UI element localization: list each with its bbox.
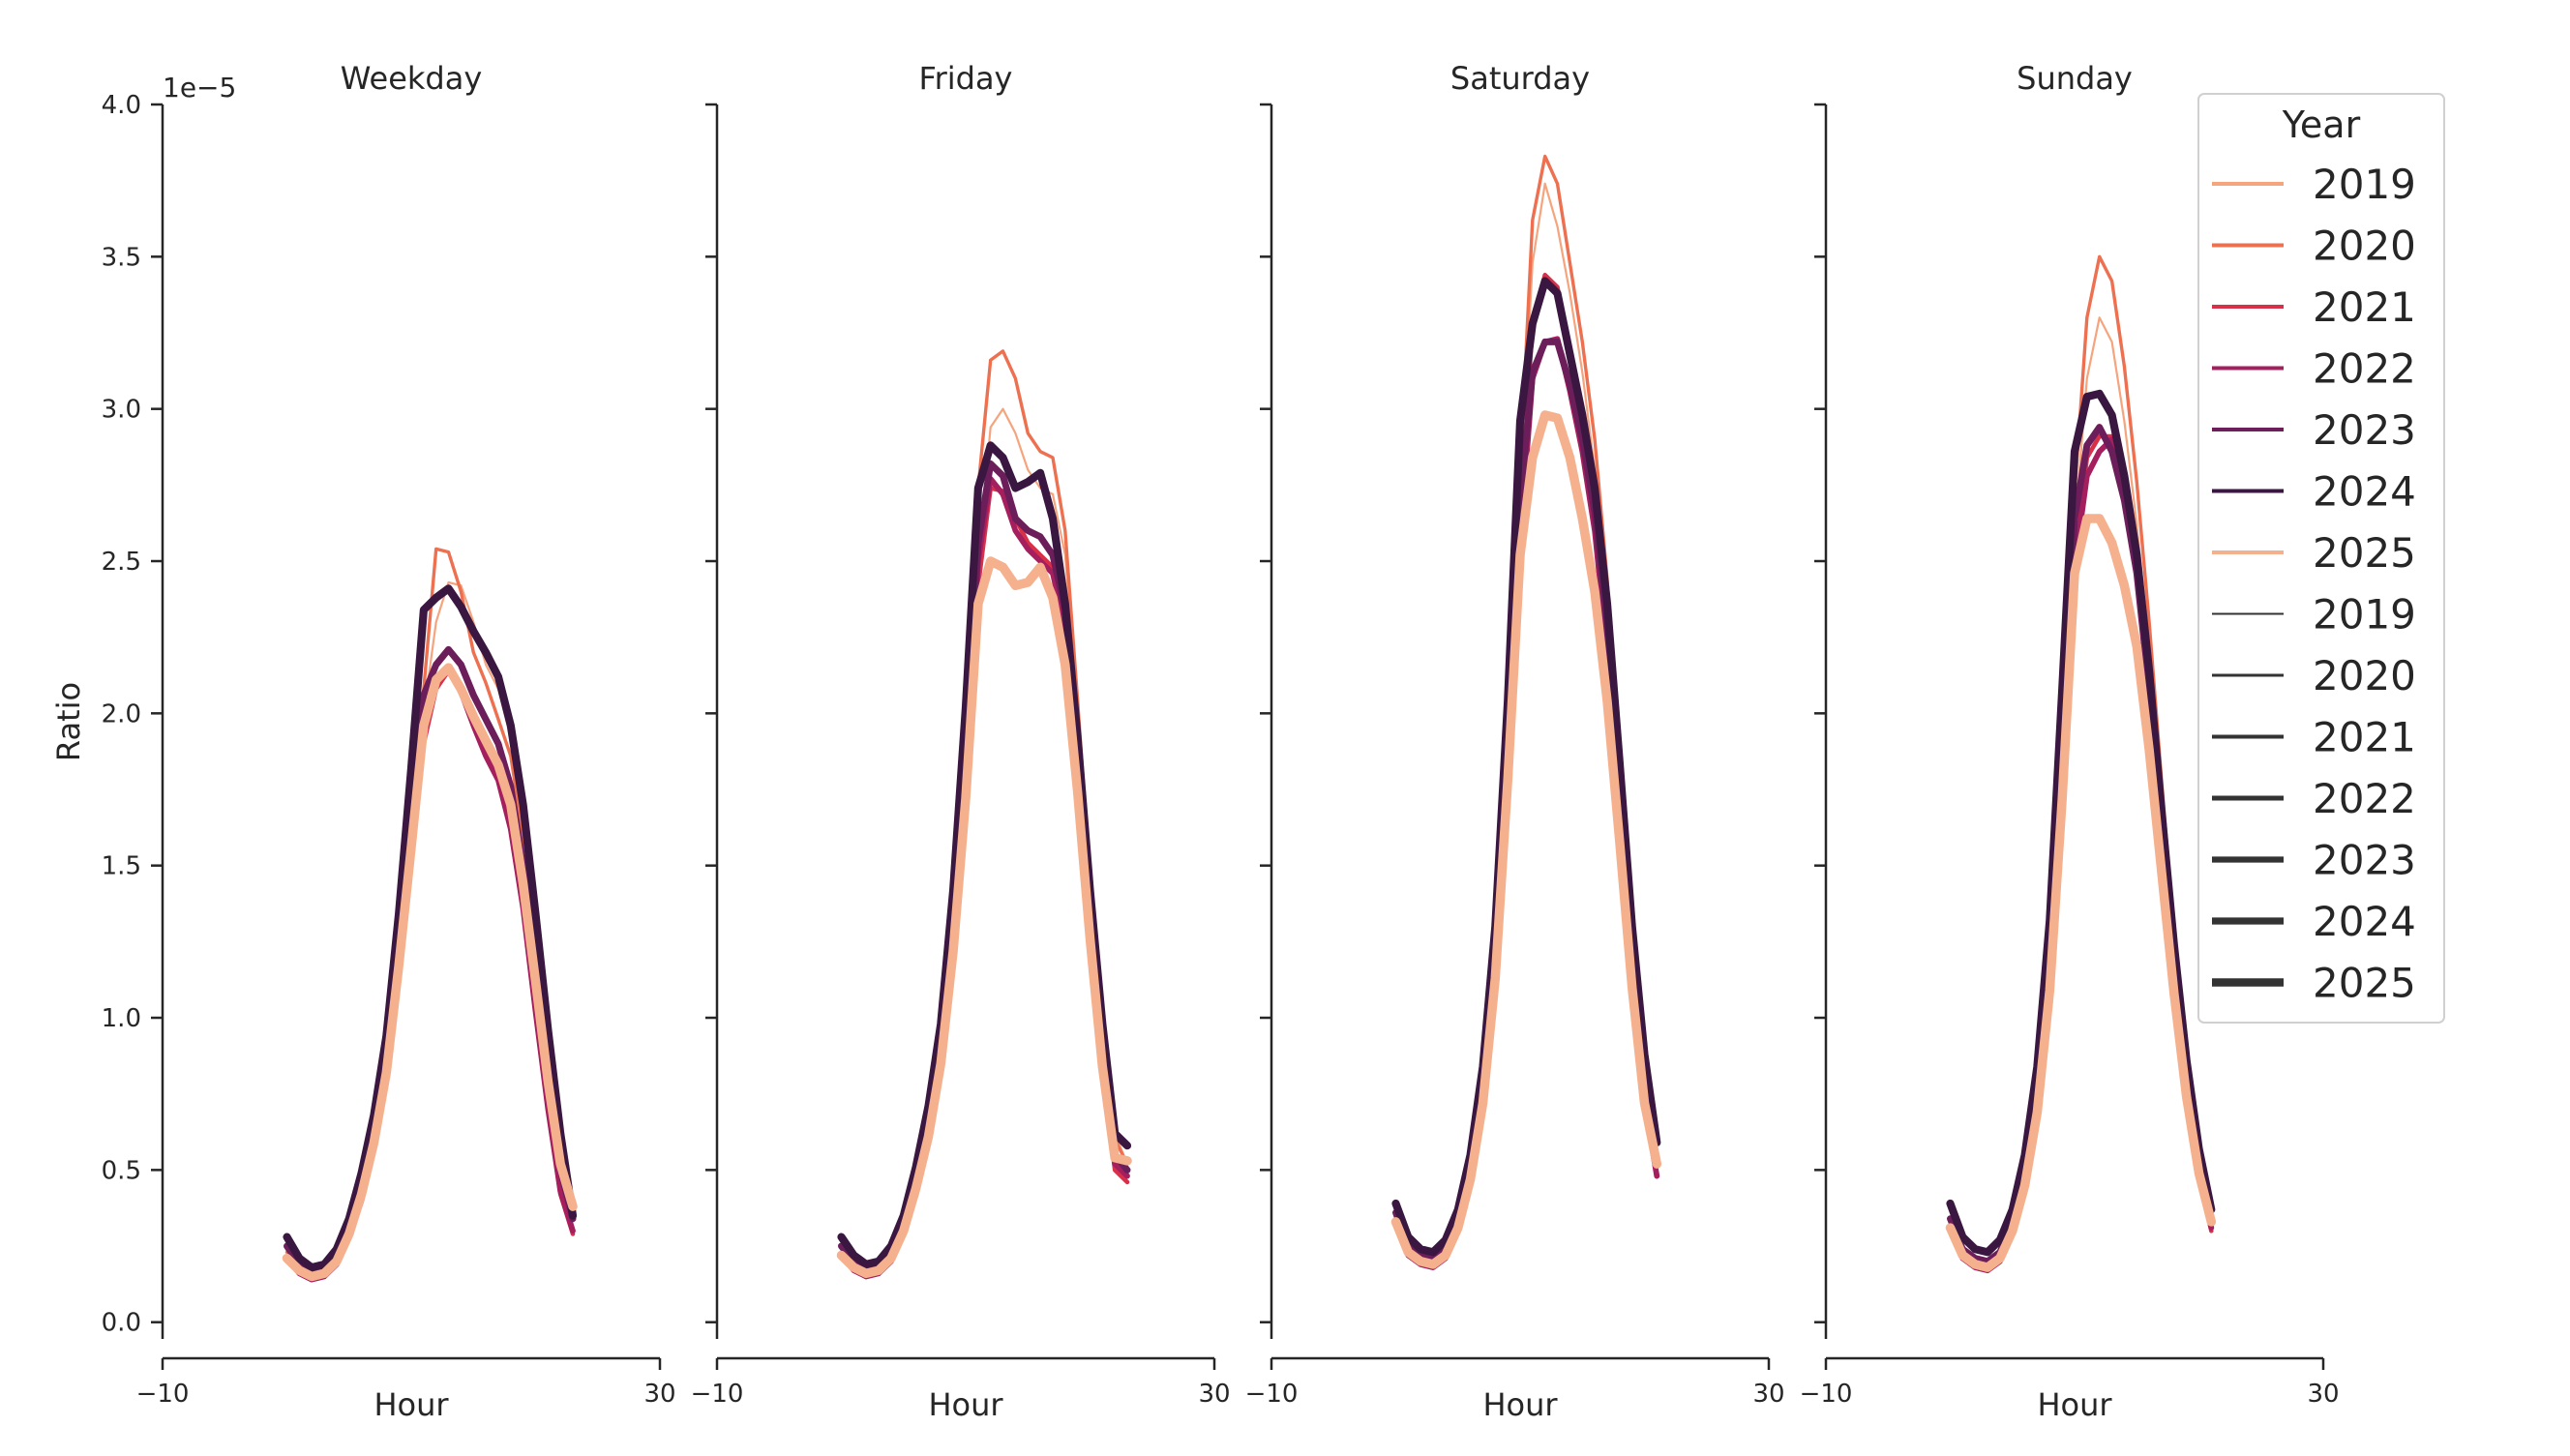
y-tick-label: 3.5: [102, 243, 141, 272]
x-tick-label: −10: [1245, 1380, 1299, 1409]
y-axis-offset-label: 1e−5: [163, 72, 236, 104]
x-tick-label: 30: [643, 1380, 675, 1409]
legend-label: 2024: [2313, 468, 2416, 516]
legend-label: 2021: [2313, 283, 2416, 331]
x-axis-title: Hour: [374, 1386, 449, 1423]
x-tick-label: 30: [1198, 1380, 1230, 1409]
x-tick-label: −10: [691, 1380, 744, 1409]
legend-label: 2023: [2313, 837, 2416, 884]
series-line-2024: [1946, 389, 2216, 1257]
y-tick-label: 2.5: [102, 548, 141, 577]
series-line-2019: [1949, 316, 2213, 1266]
y-tick-label: 0.0: [102, 1309, 141, 1338]
series-line-2024: [283, 584, 578, 1272]
series-line-2024: [837, 441, 1132, 1268]
series-line-2025: [282, 663, 578, 1282]
x-axis-title: Hour: [1482, 1386, 1558, 1423]
panel-title: Weekday: [341, 60, 483, 97]
legend-label: 2025: [2313, 960, 2416, 1007]
legend-label: 2020: [2313, 223, 2416, 270]
series-line-2025: [1945, 514, 2217, 1272]
legend-label: 2019: [2313, 591, 2416, 639]
y-tick-label: 2.0: [102, 699, 141, 728]
legend-label: 2024: [2313, 898, 2416, 945]
series-line-2024: [1391, 277, 1661, 1257]
series-line-2022: [284, 665, 576, 1283]
legend-label: 2021: [2313, 714, 2416, 761]
panel-friday: Friday −10 30 Hour: [691, 60, 1231, 1423]
panel-title: Sunday: [2017, 60, 2133, 97]
x-tick-label: −10: [136, 1380, 190, 1409]
y-axis-title: Ratio: [50, 682, 87, 761]
legend: Year 2019 2020 2021 2022 2023 2024 2025 2019 2020…: [2197, 93, 2445, 1024]
panel-saturday: Saturday −10 30 Hour: [1245, 60, 1785, 1423]
panel-sunday: Sunday −10 30 Hour: [1800, 60, 2340, 1423]
panel-weekday: Weekday 0.0 0.5 1.0 1.5 2.0 2.5 3.0 3.5 4.0 −10 30 H…: [102, 60, 676, 1423]
y-tick-label: 3.0: [102, 396, 141, 425]
legend-label: 2022: [2313, 775, 2416, 822]
y-tick-label: 0.5: [102, 1156, 141, 1185]
legend-label: 2023: [2313, 406, 2416, 454]
y-tick-label: 1.5: [102, 852, 141, 881]
x-tick-label: −10: [1800, 1380, 1853, 1409]
legend-label: 2019: [2313, 161, 2416, 208]
series-line-2025: [1390, 410, 1662, 1269]
legend-title: Year: [2282, 104, 2361, 146]
x-tick-label: 30: [1752, 1380, 1784, 1409]
x-tick-label: 30: [2307, 1380, 2339, 1409]
y-tick-label: 1.0: [102, 1004, 141, 1033]
panel-title: Friday: [919, 60, 1013, 97]
legend-label: 2020: [2313, 652, 2416, 699]
x-axis-title: Hour: [928, 1386, 1003, 1423]
legend-label: 2022: [2313, 345, 2416, 393]
legend-label: 2025: [2313, 529, 2416, 577]
legend-frame: [2197, 93, 2445, 1024]
panel-title: Saturday: [1450, 60, 1590, 97]
series-line-2025: [836, 556, 1132, 1279]
x-axis-title: Hour: [2037, 1386, 2112, 1423]
y-tick-label: 4.0: [102, 91, 141, 120]
